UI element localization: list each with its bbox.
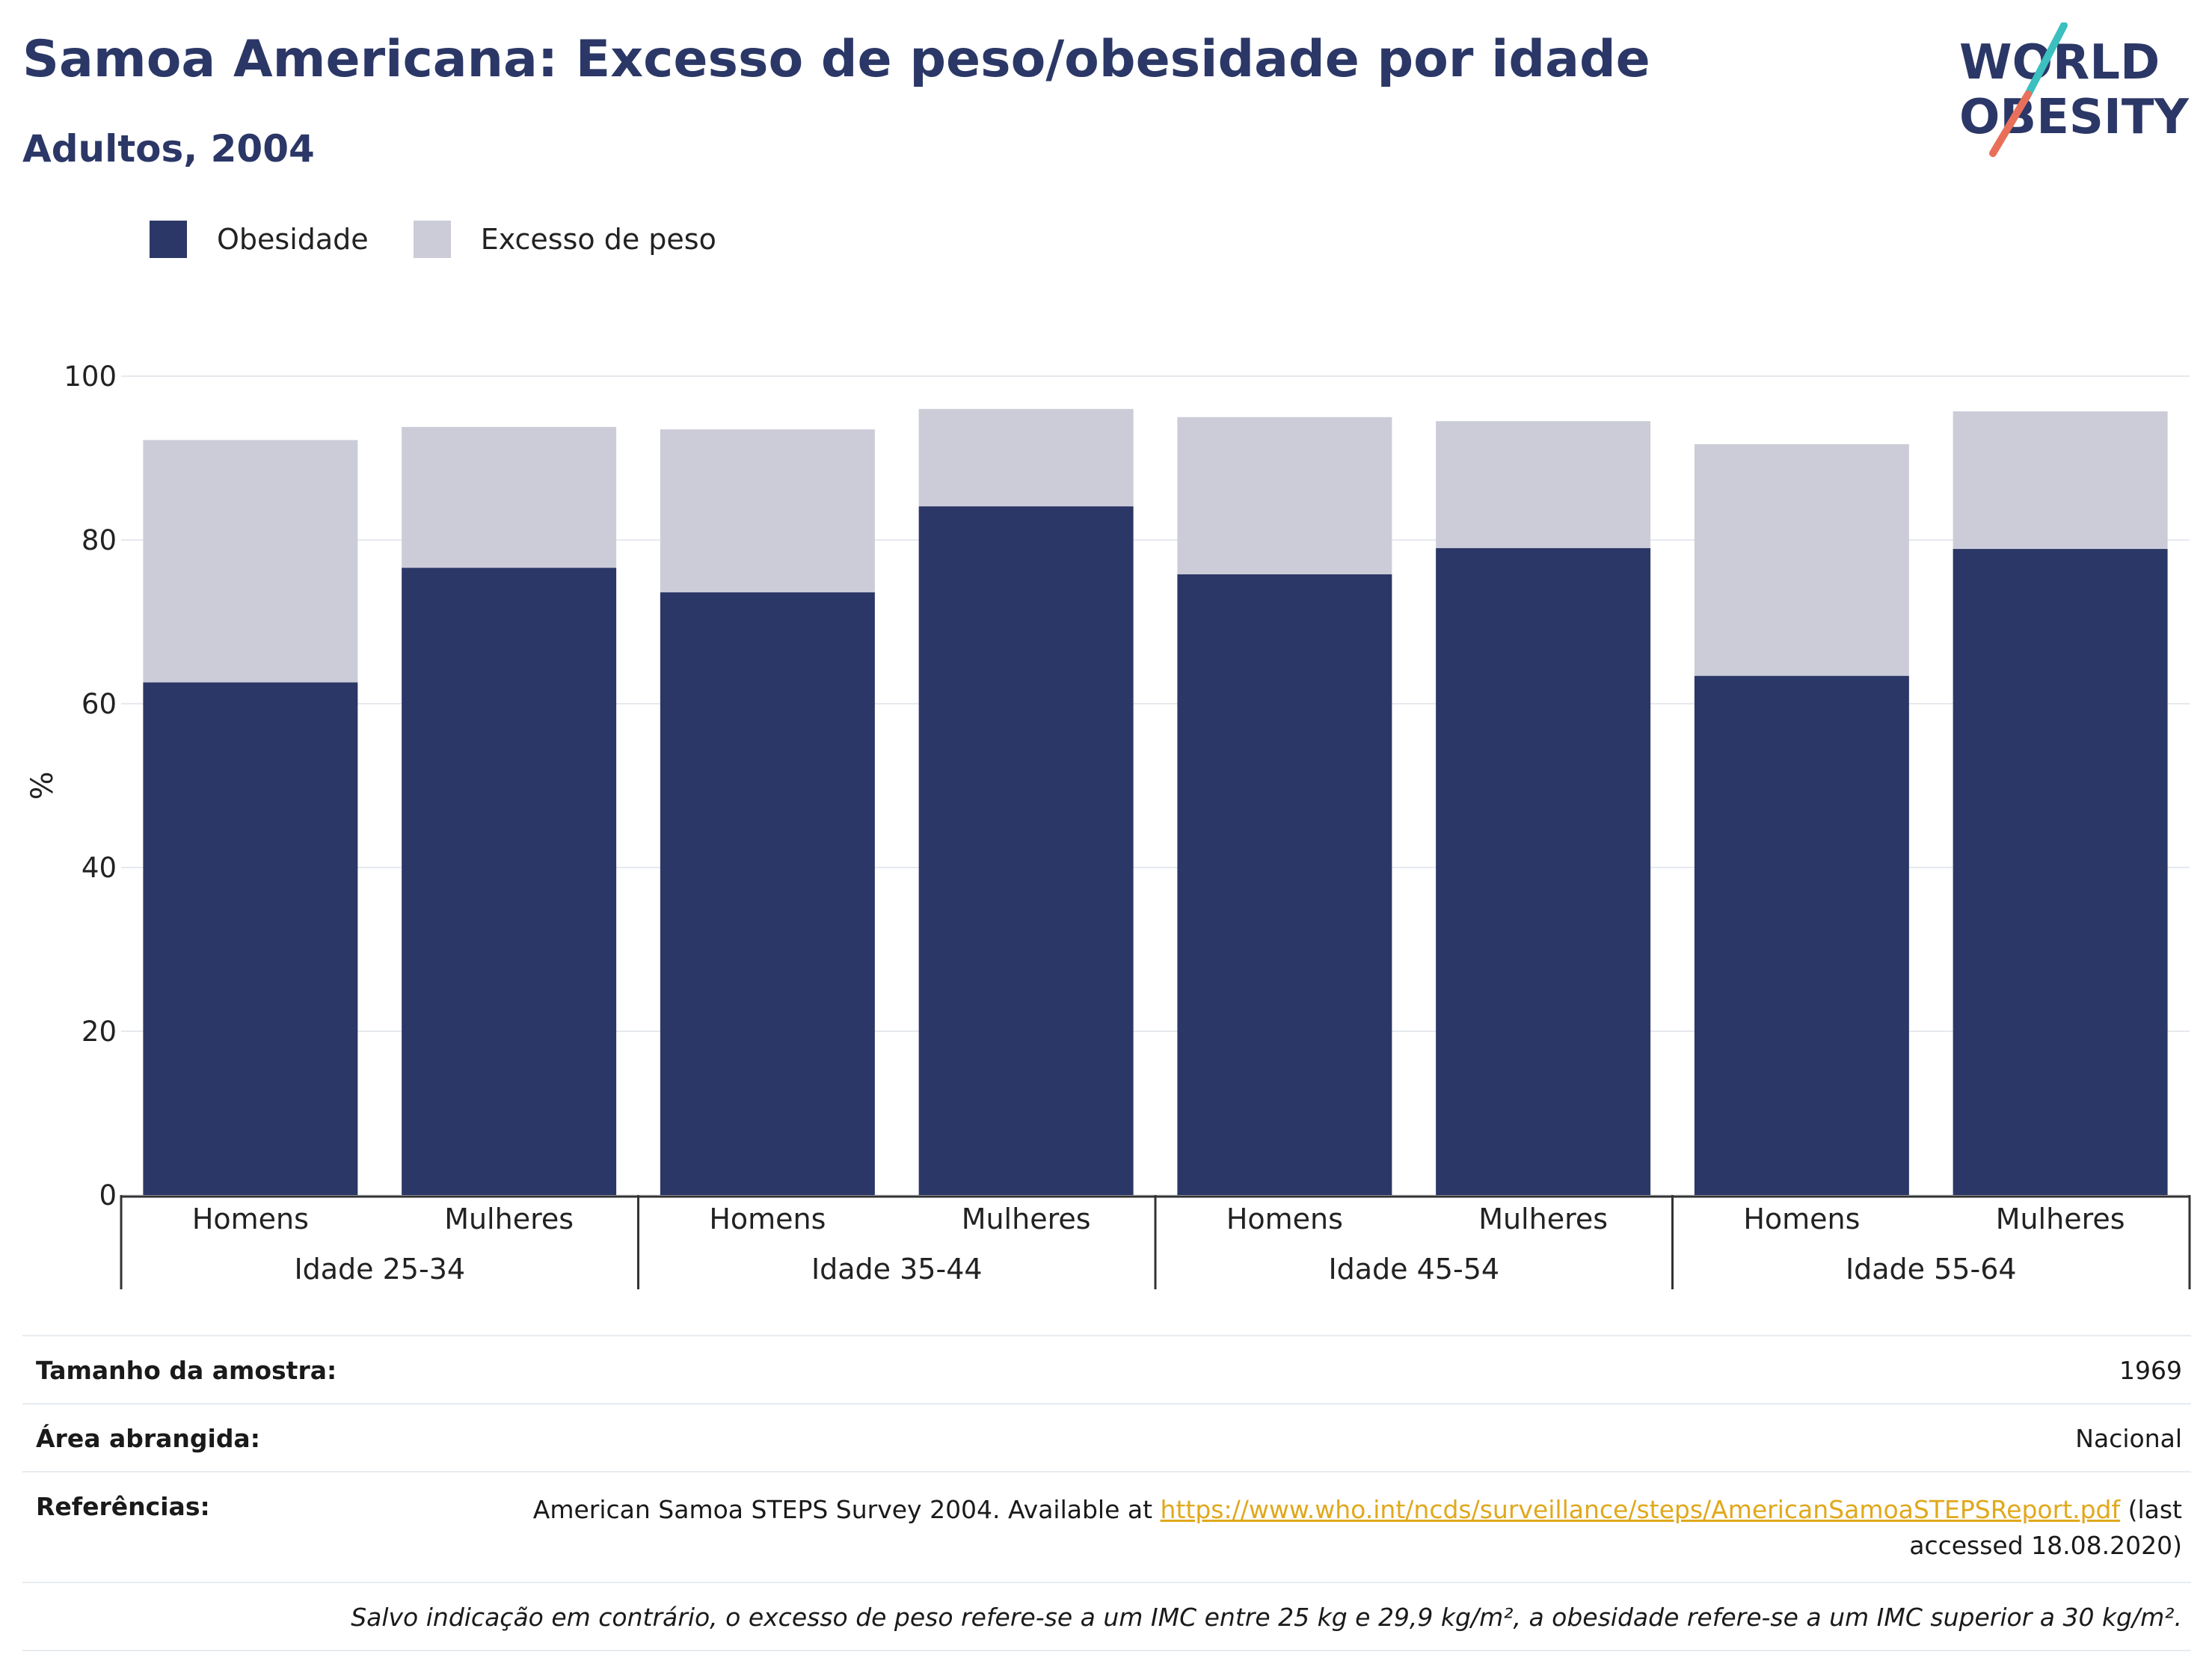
chart-title: Samoa Americana: Excesso de peso/obesida… <box>22 30 1650 89</box>
sample-size-row: Tamanho da amostra: 1969 <box>22 1335 2191 1403</box>
x-tick-label: Mulheres <box>444 1203 574 1235</box>
world-obesity-logo: WORLD OBESITY <box>1959 22 2189 157</box>
bar-obesidade <box>1694 675 1909 1195</box>
y-axis-label: % <box>25 771 60 799</box>
y-tick-label: 20 <box>82 1016 117 1048</box>
x-group-label: Idade 55-64 <box>1846 1253 2017 1286</box>
y-tick-label: 0 <box>99 1179 117 1212</box>
x-tick-label: Mulheres <box>1996 1203 2125 1235</box>
x-group-label: Idade 45-54 <box>1328 1253 1499 1286</box>
legend-item-obesidade[interactable]: Obesidade <box>150 221 369 258</box>
bar-chart: 0 20 40 60 80 100% Homens Mulheres Homens Mulhere… <box>25 360 2191 1289</box>
legend-label-excesso: Excesso de peso <box>480 223 716 256</box>
metadata-table: Tamanho da amostra: 1969 Área abrangida:… <box>22 1335 2191 1651</box>
logo-slash-teal <box>2023 22 2068 101</box>
reference-text: American Samoa STEPS Survey 2004. Availa… <box>532 1495 1161 1524</box>
definition-note: Salvo indicação em contrário, o excesso … <box>351 1602 2182 1632</box>
bar-obesidade <box>918 506 1134 1195</box>
logo-slash-coral <box>1989 90 2032 157</box>
bar-excesso-de-peso <box>143 440 358 683</box>
legend-swatch-obesidade <box>150 221 187 258</box>
legend-label-obesidade: Obesidade <box>217 223 369 256</box>
y-tick-label: 100 <box>64 360 117 393</box>
y-tick-label: 60 <box>82 688 117 720</box>
x-tick-label: Mulheres <box>962 1203 1091 1235</box>
legend: Obesidade Excesso de peso <box>150 221 761 258</box>
coverage-label: Área abrangida: <box>36 1424 260 1453</box>
x-tick-label: Homens <box>1226 1203 1343 1235</box>
bar-excesso-de-peso <box>1177 417 1392 574</box>
bar-excesso-de-peso <box>1694 443 1909 676</box>
bar-obesidade <box>143 682 358 1195</box>
legend-item-excesso[interactable]: Excesso de peso <box>413 221 716 258</box>
references-value: American Samoa STEPS Survey 2004. Availa… <box>462 1492 2182 1564</box>
reference-access-date: (last accessed 18.08.2020) <box>1909 1495 2182 1560</box>
bar-obesidade <box>1436 547 1651 1195</box>
x-group-label: Idade 25-34 <box>294 1253 465 1286</box>
legend-swatch-excesso <box>413 221 451 258</box>
bar-obesidade <box>1177 574 1392 1195</box>
coverage-value: Nacional <box>2075 1424 2182 1453</box>
references-label: Referências: <box>36 1492 210 1521</box>
chart-subtitle: Adultos, 2004 <box>22 127 315 171</box>
note-row: Salvo indicação em contrário, o excesso … <box>22 1581 2191 1651</box>
bar-excesso-de-peso <box>1953 411 2168 550</box>
bar-obesidade <box>402 568 617 1195</box>
x-tick-label: Homens <box>192 1203 309 1235</box>
x-tick-label: Homens <box>1743 1203 1860 1235</box>
x-group-label: Idade 35-44 <box>811 1253 983 1286</box>
logo-line1: WORLD <box>1959 35 2160 90</box>
y-tick-label: 40 <box>82 852 117 884</box>
sample-size-value: 1969 <box>2119 1356 2182 1385</box>
bar-excesso-de-peso <box>918 408 1134 507</box>
references-row: Referências: American Samoa STEPS Survey… <box>22 1471 2191 1582</box>
reference-link[interactable]: https://www.who.int/ncds/surveillance/st… <box>1160 1495 2121 1524</box>
bar-excesso-de-peso <box>402 426 617 568</box>
x-tick-label: Mulheres <box>1478 1203 1608 1235</box>
y-tick-label: 80 <box>82 524 117 556</box>
bar-obesidade <box>660 592 875 1195</box>
logo-line2: OBESITY <box>1959 90 2189 145</box>
bar-obesidade <box>1953 549 2168 1195</box>
bar-excesso-de-peso <box>660 429 875 593</box>
bar-excesso-de-peso <box>1436 421 1651 548</box>
x-tick-label: Homens <box>709 1203 826 1235</box>
coverage-row: Área abrangida: Nacional <box>22 1403 2191 1471</box>
sample-size-label: Tamanho da amostra: <box>36 1356 337 1385</box>
